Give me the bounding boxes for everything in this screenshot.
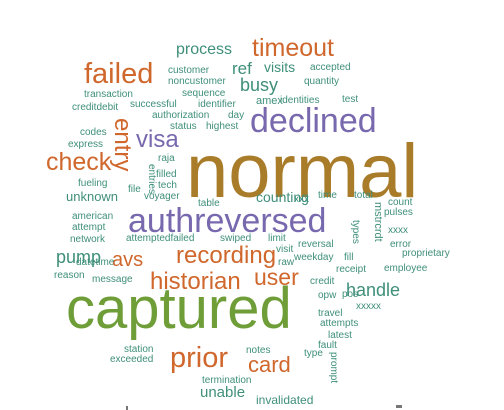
word-latest: latest — [328, 330, 352, 341]
word-visa: visa — [136, 126, 179, 153]
word-identifier: identifier — [198, 99, 236, 110]
word-codes: codes — [80, 127, 107, 138]
word-handle: handle — [346, 280, 401, 300]
word-pos: pos — [342, 289, 359, 300]
word-avs: avs — [112, 249, 144, 271]
word-prompt: prompt — [328, 352, 339, 384]
word-noncustomer: noncustomer — [168, 76, 226, 87]
word-table: table — [198, 198, 220, 209]
word-swiped: swiped — [220, 233, 252, 244]
word-opw: opw — [318, 290, 337, 301]
word-filled: filled — [156, 169, 177, 180]
word-fault: fault — [318, 340, 337, 351]
word-unable: unable — [200, 384, 246, 401]
word-receipt: receipt — [336, 264, 367, 275]
word-authorization: authorization — [152, 110, 210, 121]
word-prior: prior — [170, 342, 229, 374]
word-raja: raja — [158, 153, 175, 164]
word-amex: amex — [256, 95, 283, 107]
word-reason: reason — [54, 270, 85, 281]
word-entries: entries — [146, 164, 157, 195]
word-unknown: unknown — [66, 189, 119, 204]
word-historian: historian — [150, 268, 241, 295]
word-fill: fill — [344, 252, 354, 263]
word-error: error — [390, 239, 412, 250]
word-station: station — [124, 344, 154, 355]
word-ref: ref — [232, 59, 252, 78]
word-attempt: attempt — [72, 222, 106, 233]
word-test: test — [342, 94, 359, 105]
word-pulses: pulses — [384, 207, 413, 218]
word-entry: entry — [109, 118, 136, 172]
word-time: time — [318, 190, 337, 201]
word-card: card — [248, 352, 291, 377]
word-file: file — [128, 184, 141, 195]
word-exceeded: exceeded — [110, 354, 154, 365]
word-raw: raw — [278, 257, 295, 268]
word-termination: termination — [202, 375, 252, 386]
word-network: network — [70, 234, 106, 245]
word-user: user — [254, 264, 299, 290]
word-captured: captured — [66, 276, 292, 341]
word-sequence: sequence — [182, 88, 226, 99]
word-mstrcrdt: mstrcrdt — [372, 202, 384, 242]
word-pump: pump — [56, 247, 102, 267]
word-creditdebit: creditdebit — [72, 102, 119, 113]
word-successful: successful — [130, 99, 177, 110]
word-xxxx: xxxx — [388, 225, 408, 236]
word-message: message — [92, 274, 133, 285]
word-total: total — [354, 190, 373, 201]
word-attempts: attempts — [320, 318, 359, 329]
word-count: count — [388, 197, 413, 208]
word-reversal: reversal — [298, 239, 334, 250]
word-proprietary: proprietary — [402, 248, 450, 259]
word-weekday: weekday — [294, 252, 334, 263]
word-counting: counting — [256, 189, 309, 205]
word-express: express — [68, 139, 104, 150]
word-quantity: quantity — [304, 76, 340, 87]
word-voyager: voyager — [144, 191, 180, 202]
word-failed: failed — [84, 58, 154, 90]
word-invalidated: invalidated — [256, 393, 314, 407]
word-authreversed: authreversed — [128, 202, 327, 240]
word-notes: notes — [246, 345, 271, 356]
word-xxxxx: xxxxx — [356, 301, 381, 312]
word-day: day — [228, 110, 245, 121]
bottom-edge-mark-right — [396, 405, 402, 408]
word-process: process — [176, 41, 233, 58]
word-tech: tech — [158, 180, 177, 191]
word-highest: highest — [206, 121, 239, 132]
word-travel: travel — [318, 308, 343, 319]
word-recording: recording — [176, 242, 277, 269]
word-normal: normal — [186, 129, 419, 214]
word-american: american — [72, 211, 114, 222]
word-customer: customer — [168, 65, 210, 76]
word-timeout: timeout — [252, 34, 334, 62]
word-check: check — [46, 148, 112, 176]
word-datetime: datetime — [76, 257, 115, 268]
word-busy: busy — [240, 75, 279, 95]
word-identities: identities — [280, 95, 320, 106]
word-xxx: xxx — [294, 194, 309, 205]
word-declined: declined — [250, 102, 377, 140]
word-visit: visit — [276, 244, 294, 255]
word-credit: credit — [310, 276, 335, 287]
word-transaction: transaction — [84, 89, 133, 100]
bottom-edge-mark-left — [126, 406, 128, 410]
word-fueling: fueling — [78, 178, 108, 189]
word-types: types — [350, 220, 361, 244]
word-employee: employee — [384, 263, 428, 274]
word-status: status — [170, 121, 197, 132]
word-type: type — [304, 348, 323, 359]
word-accepted: accepted — [310, 62, 351, 73]
word-limit: limit — [268, 233, 286, 244]
word-attemptedfailed: attemptedfailed — [126, 233, 195, 244]
word-visits: visits — [264, 59, 296, 75]
